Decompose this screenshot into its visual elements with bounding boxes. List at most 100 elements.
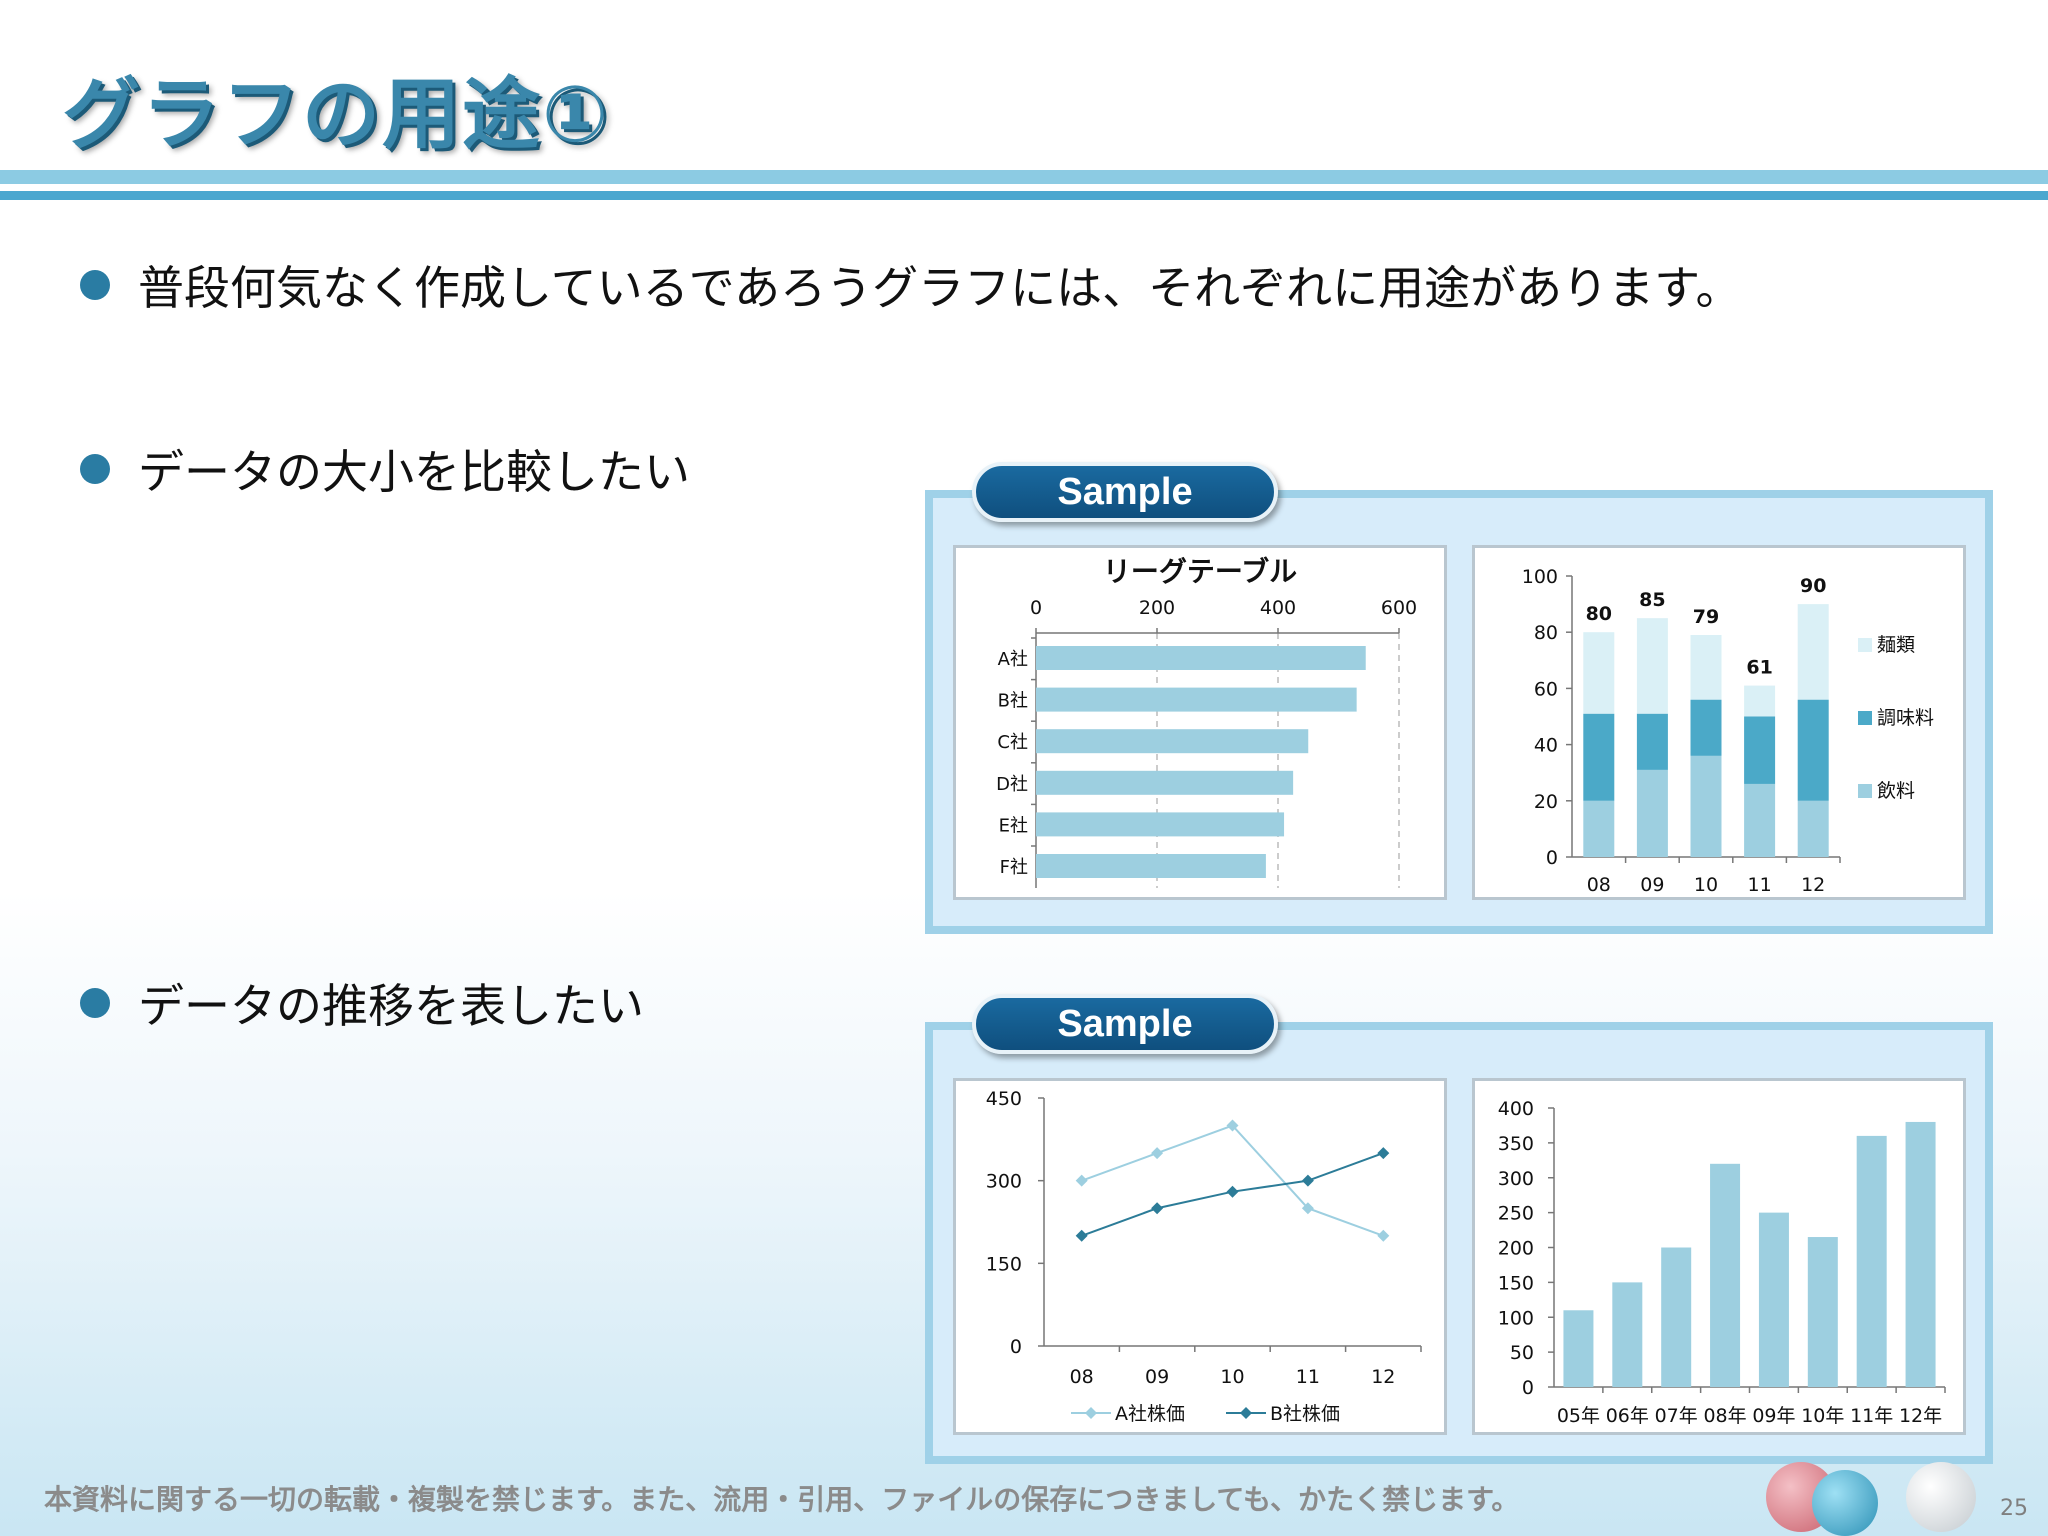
- y-tick-label: 0: [1546, 847, 1558, 869]
- data-point: [1377, 1229, 1390, 1242]
- bar: [1036, 770, 1294, 795]
- y-tick-label: 60: [1534, 678, 1558, 700]
- x-tick-label: 0: [1030, 597, 1042, 619]
- data-point: [1226, 1185, 1239, 1198]
- bar: [1758, 1212, 1789, 1387]
- legend-label: A社株価: [1115, 1403, 1185, 1425]
- slide-title: グラフの用途①: [62, 70, 611, 160]
- x-tick-label: 09年: [1752, 1405, 1795, 1427]
- bullet-intro: 普段何気なく作成しているであろうグラフには、それぞれに用途があります。: [80, 252, 1742, 318]
- bar-segment: [1797, 604, 1829, 700]
- data-point: [1151, 1202, 1164, 1215]
- bar: [1036, 646, 1366, 670]
- x-tick-label: 12: [1801, 874, 1825, 896]
- bar-segment: [1797, 800, 1829, 857]
- sample-tab: Sample: [972, 994, 1278, 1054]
- legend-label: 調味料: [1877, 707, 1934, 729]
- data-point: [1301, 1174, 1314, 1187]
- bar: [1856, 1135, 1887, 1387]
- data-point: [1301, 1202, 1314, 1215]
- legend-label: B社株価: [1270, 1403, 1340, 1425]
- x-tick-label: 200: [1139, 597, 1175, 619]
- total-label: 90: [1800, 575, 1826, 597]
- x-tick-label: 11: [1748, 874, 1772, 896]
- x-tick-label: 09: [1640, 874, 1664, 896]
- category-label: A社: [998, 649, 1028, 670]
- x-tick-label: 600: [1381, 597, 1417, 619]
- total-label: 61: [1746, 657, 1772, 679]
- y-tick-label: 150: [986, 1253, 1022, 1275]
- legend-swatch: [1858, 711, 1872, 725]
- chart-stock-line-svg: 0 150 300 450 08 09 10 11 12 A社株価 B社株価: [986, 1088, 1422, 1425]
- data-point: [1075, 1174, 1088, 1187]
- bar: [1036, 812, 1285, 837]
- bar-segment: [1690, 635, 1722, 700]
- category-label: B社: [998, 691, 1028, 712]
- chart-stacked-bar: 0 20 40 60 80 100 80 08 85 09 79 10 61 11 90 12 麺類 調味料 飲料: [1472, 545, 1966, 900]
- bar-segment: [1636, 769, 1668, 857]
- chart-title: リーグテーブル: [1103, 555, 1297, 588]
- x-tick-label: 09: [1145, 1366, 1169, 1388]
- y-tick-label: 450: [986, 1088, 1022, 1110]
- x-tick-label: 10年: [1801, 1405, 1844, 1427]
- bullet-compare: データの大小を比較したい: [80, 436, 690, 502]
- total-label: 80: [1586, 603, 1612, 625]
- x-tick-label: 10: [1220, 1366, 1244, 1388]
- bar: [1661, 1247, 1692, 1387]
- bar-segment: [1583, 713, 1615, 801]
- legend-marker: [1240, 1407, 1252, 1419]
- bar: [1036, 854, 1266, 878]
- y-tick-label: 50: [1510, 1342, 1534, 1364]
- legend-label: 飲料: [1877, 780, 1915, 802]
- bullet-text: データの推移を表したい: [138, 979, 644, 1033]
- x-tick-label: 08年: [1703, 1405, 1746, 1427]
- bar-segment: [1636, 713, 1668, 770]
- legend-swatch: [1858, 784, 1872, 798]
- x-tick-label: 400: [1260, 597, 1296, 619]
- bar-segment: [1690, 699, 1722, 756]
- data-point: [1075, 1229, 1088, 1242]
- bullet-dot-icon: [80, 454, 110, 484]
- x-tick-label: 12: [1371, 1366, 1395, 1388]
- category-label: F社: [1000, 857, 1028, 878]
- x-tick-label: 06年: [1606, 1405, 1649, 1427]
- bullet-trend: データの推移を表したい: [80, 970, 644, 1036]
- decor-ball-white: [1906, 1462, 1976, 1532]
- chart-league-table-svg: リーグテーブル 0 200 400 600 A社 B社 C社 D社 E社 F社: [996, 555, 1417, 888]
- bar-segment: [1690, 755, 1722, 857]
- data-point: [1226, 1119, 1239, 1132]
- x-tick-label: 08: [1587, 874, 1611, 896]
- bar: [1710, 1163, 1741, 1387]
- title-rule-bottom: [0, 191, 2048, 200]
- bar-segment: [1583, 800, 1615, 857]
- chart-stock-line: 0 150 300 450 08 09 10 11 12 A社株価 B社株価: [953, 1078, 1447, 1435]
- y-tick-label: 400: [1498, 1098, 1534, 1120]
- legend-marker: [1085, 1407, 1097, 1419]
- total-label: 79: [1693, 606, 1719, 628]
- x-tick-label: 12年: [1899, 1405, 1942, 1427]
- x-tick-label: 10: [1694, 874, 1718, 896]
- category-label: E社: [999, 815, 1028, 836]
- title-rule-top: [0, 170, 2048, 184]
- chart-league-table: リーグテーブル 0 200 400 600 A社 B社 C社 D社 E社 F社: [953, 545, 1447, 900]
- bar: [1563, 1310, 1594, 1387]
- bar: [1612, 1282, 1643, 1387]
- bar-segment: [1744, 685, 1776, 717]
- y-tick-label: 200: [1498, 1238, 1534, 1260]
- y-tick-label: 250: [1498, 1203, 1534, 1225]
- y-tick-label: 300: [1498, 1168, 1534, 1190]
- data-point: [1377, 1147, 1390, 1160]
- data-point: [1151, 1147, 1164, 1160]
- bar-segment: [1744, 783, 1776, 857]
- copyright-footer: 本資料に関する一切の転載・複製を禁じます。また、流用・引用、ファイルの保存につき…: [44, 1483, 1520, 1516]
- bullet-text: 普段何気なく作成しているであろうグラフには、それぞれに用途があります。: [138, 261, 1742, 315]
- category-label: D社: [996, 774, 1028, 795]
- x-tick-label: 05年: [1557, 1405, 1600, 1427]
- y-tick-label: 0: [1010, 1336, 1022, 1358]
- x-tick-label: 11年: [1850, 1405, 1893, 1427]
- y-tick-label: 80: [1534, 622, 1558, 644]
- y-tick-label: 300: [986, 1171, 1022, 1193]
- legend-label: 麺類: [1877, 634, 1915, 656]
- bar: [1036, 687, 1357, 712]
